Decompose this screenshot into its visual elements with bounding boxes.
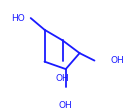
Text: OH: OH (59, 101, 73, 110)
Text: OH: OH (110, 56, 124, 65)
Text: HO: HO (12, 14, 25, 23)
Text: OH: OH (56, 74, 69, 83)
